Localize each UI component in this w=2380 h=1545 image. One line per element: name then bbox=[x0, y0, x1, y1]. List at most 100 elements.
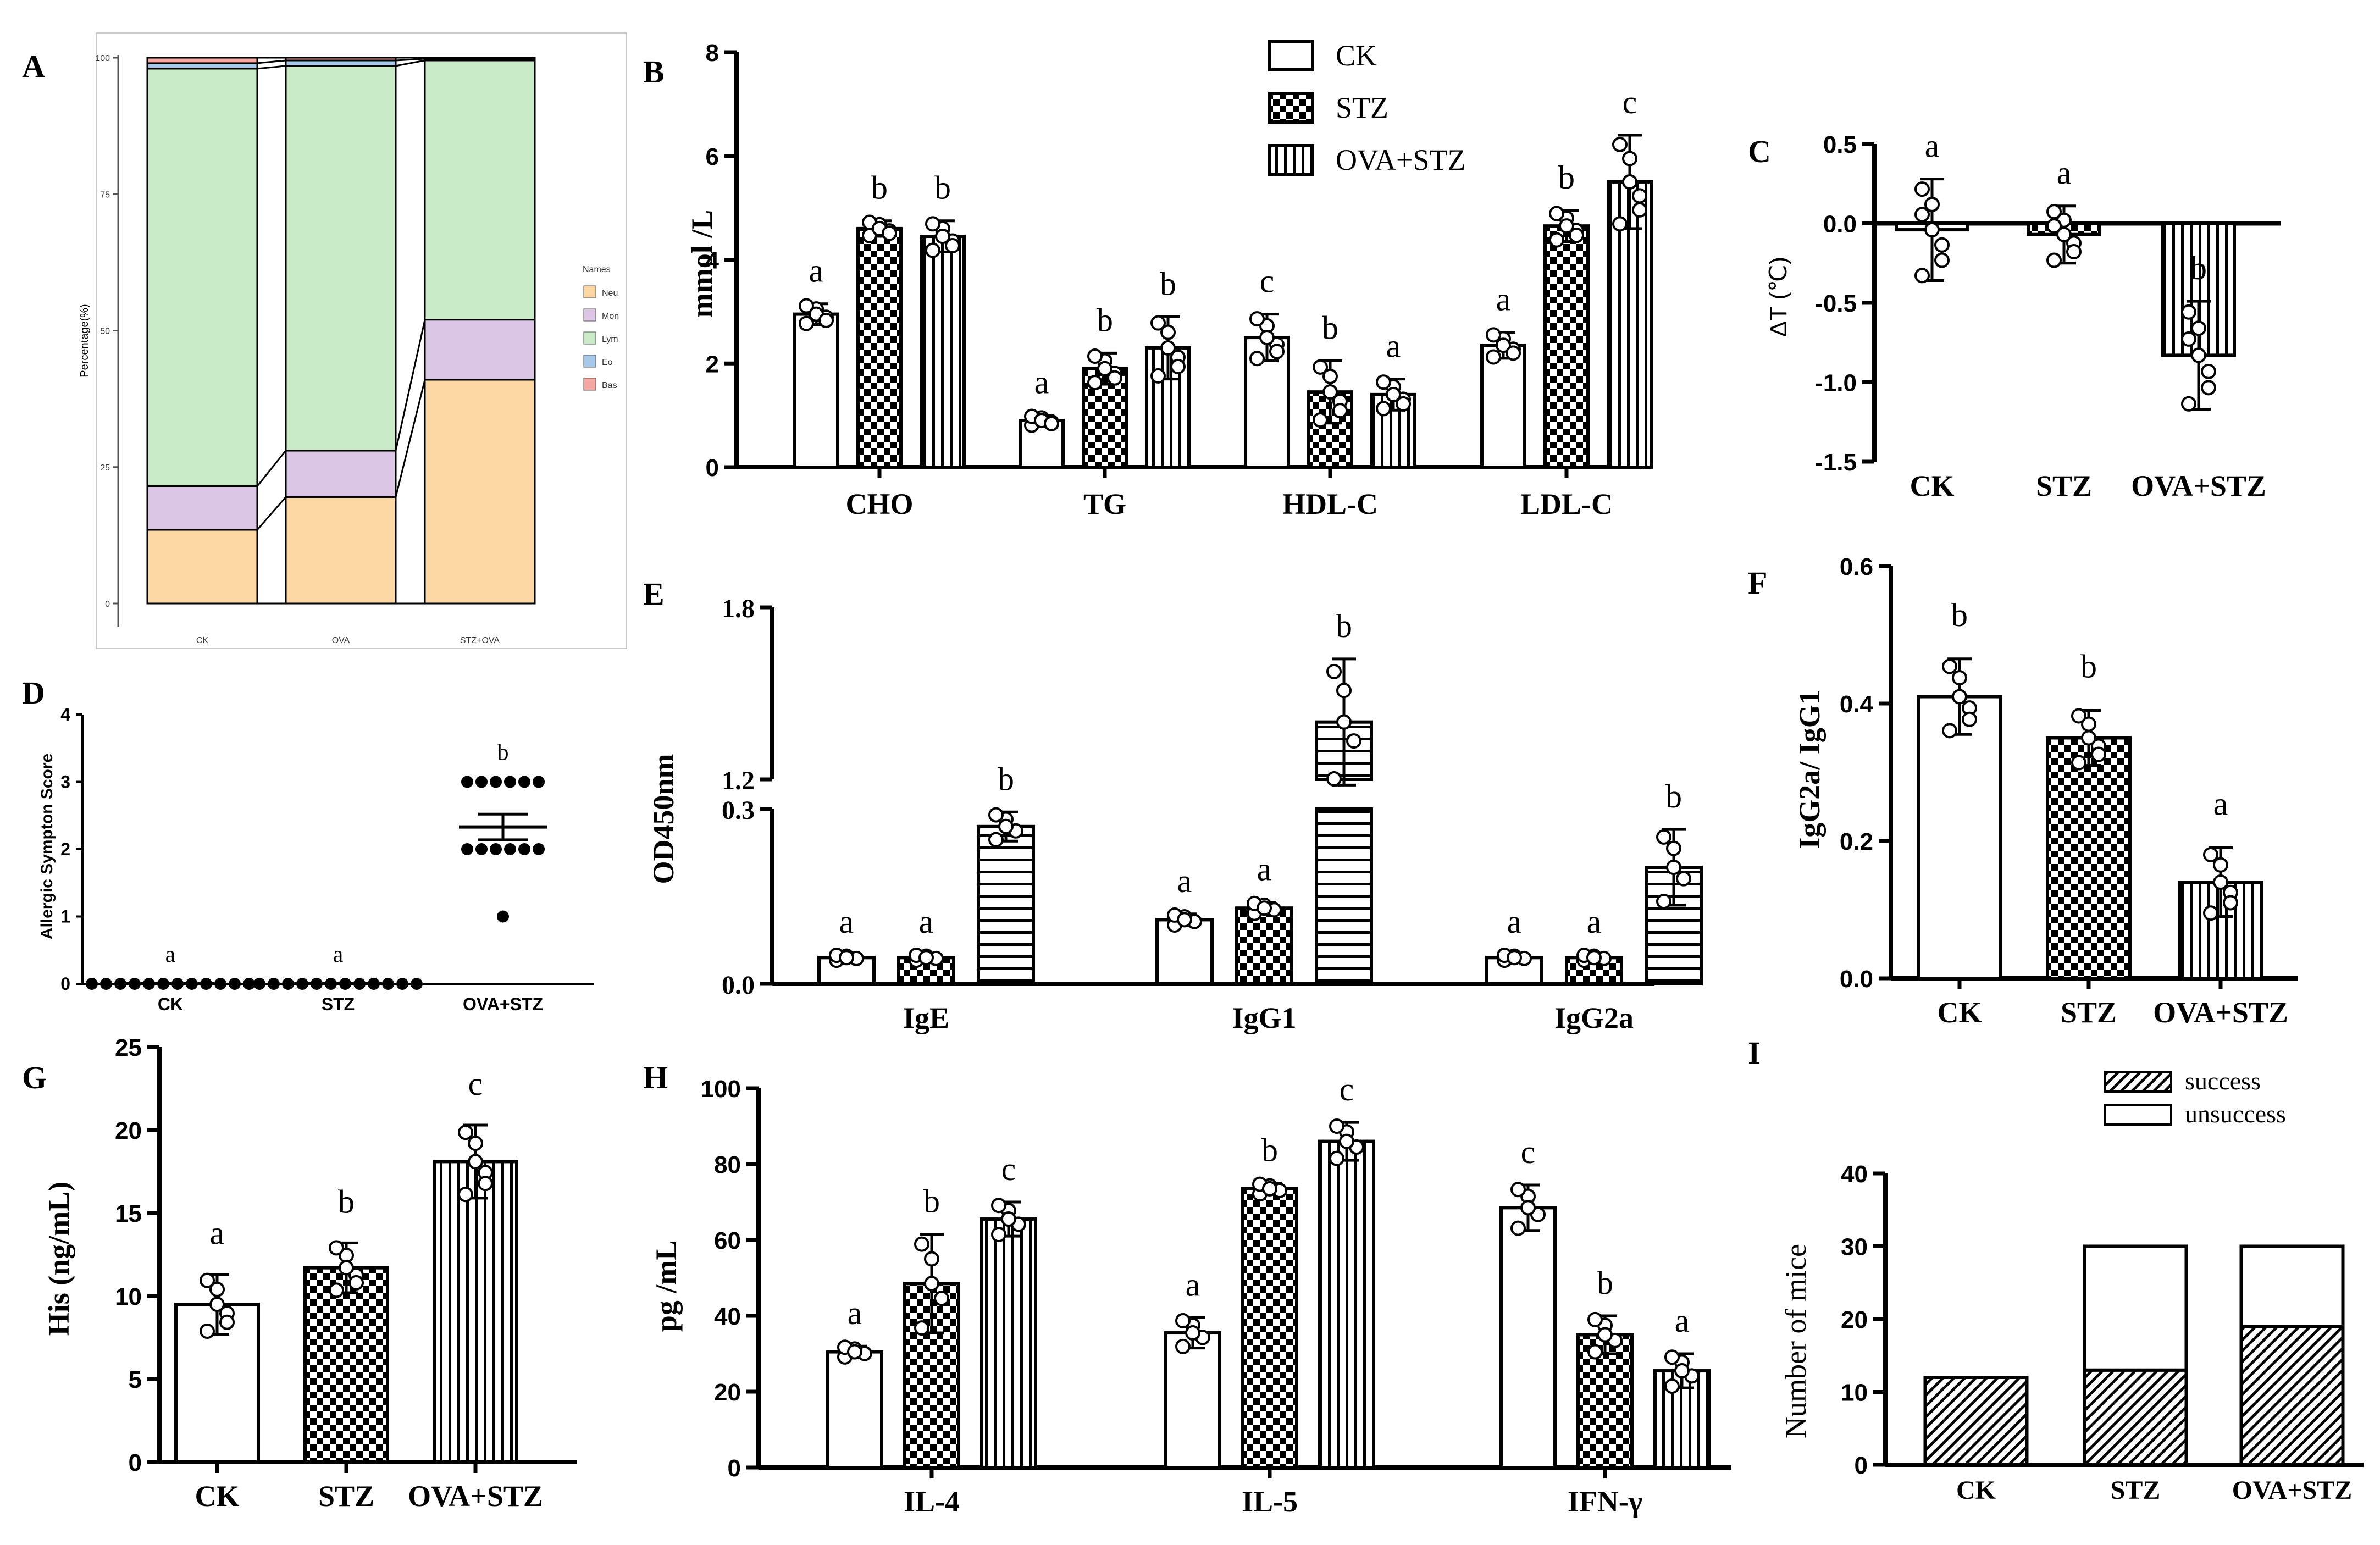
panel-h-ytick-label: 80 bbox=[714, 1151, 741, 1178]
panel-h-category-label: IL-5 bbox=[1242, 1485, 1298, 1518]
panel-e-sig-letter: b bbox=[998, 761, 1014, 797]
panel-b-sig-letter: b bbox=[934, 170, 951, 206]
panel-i-category-label: OVA+STZ bbox=[2232, 1476, 2353, 1505]
panel-h-sig-letter: c bbox=[1001, 1151, 1016, 1187]
panel-f-bar bbox=[1917, 695, 2002, 980]
panel-h-chart: 0 20 40 60 80 100 IL-4 a b c IL-5 a b c IFN-γ c b a bbox=[701, 1071, 1731, 1518]
panel-b-data-point bbox=[1549, 206, 1564, 221]
panel-f-data-point bbox=[2091, 746, 2106, 762]
panel-h-sig-letter: b bbox=[923, 1183, 940, 1220]
panel-c-data-point bbox=[1924, 196, 1940, 212]
panel-b-label: B bbox=[643, 54, 665, 90]
panel-i-ytick-label: 40 bbox=[1841, 1161, 1868, 1188]
panel-e-data-point bbox=[1666, 840, 1681, 856]
panel-h-ylabel: pg /mL bbox=[650, 1241, 683, 1332]
panel-a-bar-lym bbox=[424, 59, 536, 321]
panel-b-data-point bbox=[1269, 344, 1285, 359]
panel-a-bar-mon bbox=[424, 319, 536, 381]
panel-b-category-label: TG bbox=[1083, 488, 1126, 520]
panel-i-category-label: STZ bbox=[2111, 1476, 2161, 1505]
panel-h-data-point bbox=[1329, 1150, 1344, 1166]
panel-b-data-point bbox=[1170, 358, 1186, 374]
panel-b-sig-letter: a bbox=[809, 253, 824, 289]
panel-c-data-point bbox=[2181, 304, 2196, 320]
panel-c-chart: 0.5 0.0 -0.5 -1.0 -1.5 a CK a STZ b OVA+STZ bbox=[1815, 128, 2281, 502]
panel-a-frame bbox=[96, 32, 627, 649]
panel-f-data-point bbox=[2213, 857, 2228, 873]
panel-e-ylabel: OD450nm bbox=[647, 754, 680, 884]
panel-i-legend-swatch bbox=[2104, 1104, 2172, 1126]
panel-a-yticks: 0 25 50 75 100 bbox=[95, 54, 118, 609]
panel-e-data-point bbox=[1507, 950, 1522, 966]
panel-b-data-point bbox=[1569, 228, 1584, 243]
panel-a-connector bbox=[257, 59, 286, 64]
panel-g-sig-letter: c bbox=[468, 1066, 483, 1102]
panel-h-ytick-label: 100 bbox=[701, 1076, 741, 1103]
panel-d-data-point bbox=[243, 978, 255, 990]
panel-c-ytick-label: -1.5 bbox=[1815, 449, 1857, 476]
panel-e-category-label: IgE bbox=[903, 1001, 949, 1034]
panel-g-data-point bbox=[219, 1314, 235, 1330]
panel-b-legend-label: STZ bbox=[1336, 91, 1388, 124]
panel-h-data-point bbox=[1175, 1313, 1191, 1328]
panel-h-bar bbox=[1164, 1331, 1221, 1470]
panel-b-sig-letter: c bbox=[1260, 263, 1275, 300]
panel-i-category-label: CK bbox=[1956, 1476, 1996, 1505]
panel-f-category-label: CK bbox=[1938, 996, 1982, 1029]
panel-d-data-point bbox=[411, 978, 423, 990]
panel-b-legend: CK STZ OVA+STZ bbox=[1268, 39, 1466, 176]
panel-a-connector bbox=[395, 379, 426, 497]
panel-e-data-point bbox=[1326, 771, 1342, 787]
panel-d-ylabel: Allergic Sympton Score bbox=[38, 754, 56, 939]
panel-b-data-point bbox=[1249, 351, 1265, 367]
panel-g-data-point bbox=[329, 1240, 344, 1256]
panel-e-ytick-label: 0.0 bbox=[722, 971, 755, 1000]
panel-e-data-point bbox=[1656, 894, 1671, 910]
panel-g-data-point bbox=[348, 1275, 364, 1291]
panel-a-ylabel: Percentage(%) bbox=[79, 304, 91, 377]
panel-f-ytick-label: 0.0 bbox=[1840, 966, 1873, 993]
panel-b-category-label: CHO bbox=[845, 488, 913, 520]
panel-g-data-point bbox=[458, 1125, 473, 1140]
panel-b-sig-letter: a bbox=[1386, 328, 1401, 364]
panel-e-data-point bbox=[1257, 900, 1272, 916]
panel-a-legend-label: Neu bbox=[602, 289, 618, 298]
panel-b-data-point bbox=[935, 229, 950, 245]
panel-g-ytick-label: 10 bbox=[115, 1283, 142, 1310]
panel-g-category-label: OVA+STZ bbox=[408, 1480, 543, 1513]
panel-a-bar-mon bbox=[285, 450, 397, 498]
panel-c-data-point bbox=[1914, 268, 1930, 284]
panel-h-sig-letter: b bbox=[1597, 1265, 1613, 1301]
panel-c-data-point bbox=[2201, 363, 2216, 379]
panel-h-ytick-label: 20 bbox=[714, 1379, 741, 1406]
panel-g-data-point bbox=[200, 1324, 215, 1339]
panel-h-data-point bbox=[1587, 1311, 1603, 1327]
panel-b-ytick-label: 0 bbox=[706, 455, 719, 481]
panel-h-data-point bbox=[1262, 1181, 1277, 1197]
panel-a-bar-bas bbox=[146, 57, 258, 64]
panel-b-legend-swatch bbox=[1268, 144, 1314, 176]
panel-i: I Number of mice 0 10 20 30 40 CK STZ OVA+STZ su… bbox=[1748, 1035, 2364, 1505]
panel-b-data-point bbox=[1612, 136, 1628, 152]
panel-d-data-point bbox=[504, 776, 516, 788]
panel-e-bar-lower bbox=[1315, 807, 1373, 985]
panel-e-sig-letter: b bbox=[1665, 778, 1682, 815]
panel-b-category-label: HDL-C bbox=[1282, 488, 1378, 520]
panel-e-data-point bbox=[988, 807, 1004, 823]
panel-h-bar bbox=[1241, 1187, 1298, 1470]
panel-c-data-point bbox=[2046, 252, 2062, 268]
panel-i-legend-label: success bbox=[2185, 1067, 2261, 1095]
panel-a-bar-lym bbox=[146, 68, 258, 488]
panel-g-data-point bbox=[200, 1272, 215, 1288]
panel-b-category-label: LDL-C bbox=[1520, 488, 1613, 520]
panel-f-sig-letter: b bbox=[2080, 649, 2097, 685]
panel-g-data-point bbox=[209, 1281, 225, 1297]
panel-h-data-point bbox=[1175, 1338, 1191, 1354]
panel-i-bar-unsuccess bbox=[2083, 1244, 2188, 1372]
panel-b-sig-letter: a bbox=[1496, 281, 1511, 318]
panel-h-data-point bbox=[1587, 1344, 1603, 1360]
panel-b-data-point bbox=[818, 312, 834, 328]
panel-h-data-point bbox=[847, 1344, 862, 1360]
panel-d-data-point bbox=[396, 978, 408, 990]
panel-g-category-label: CK bbox=[195, 1480, 240, 1513]
